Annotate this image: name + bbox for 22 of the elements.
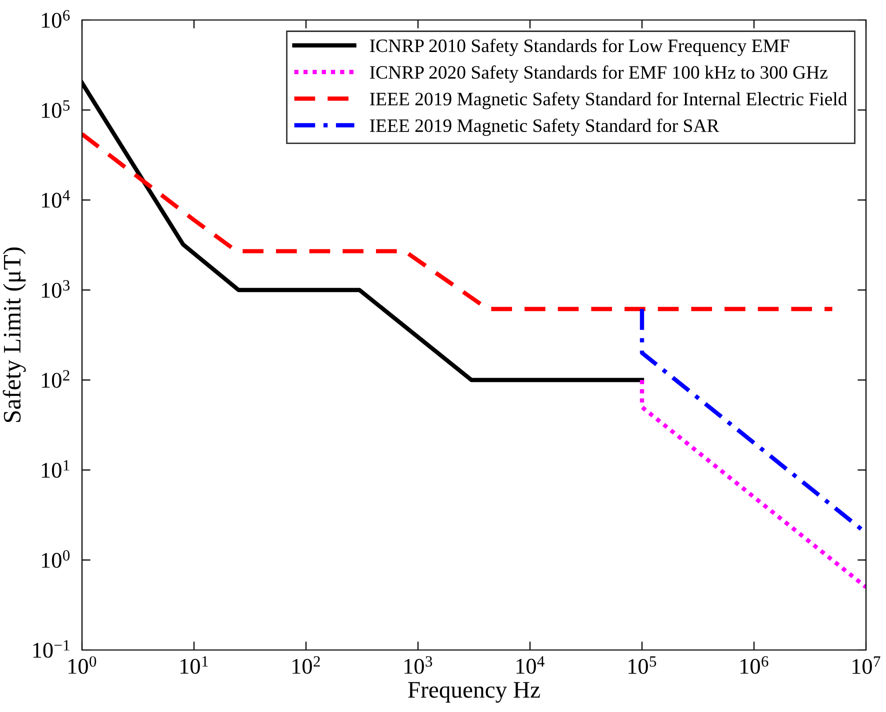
- x-tick-label: 10$^{6}$: [740, 656, 768, 674]
- y-tick-label: 10$^{3}$: [42, 280, 70, 298]
- y-tick-label: 10$^{1}$: [42, 460, 70, 478]
- legend-label: IEEE 2019 Magnetic Safety Standard for SAR: [370, 118, 720, 136]
- x-tick-label: 10$^{2}$: [292, 656, 320, 674]
- legend-label: ICNRP 2020 Safety Standards for EMF 100 kHz to 300 GHz: [370, 65, 828, 83]
- x-tick-label: 10$^{7}$: [852, 656, 880, 674]
- x-axis-title: Frequency Hz: [408, 682, 540, 703]
- x-tick-label: 10$^{1}$: [180, 656, 208, 674]
- legend-label: ICNRP 2010 Safety Standards for Low Frequency EMF: [370, 38, 790, 56]
- y-axis-title: Safety Limit (μT): [2, 247, 26, 422]
- y-tick-label: 10$^{−1}$: [33, 640, 70, 658]
- x-tick-label: 10$^{3}$: [404, 656, 432, 674]
- legend-label: IEEE 2019 Magnetic Safety Standard for Internal Electric Field: [370, 92, 848, 110]
- x-tick-label: 10$^{5}$: [628, 656, 656, 674]
- y-tick-label: 10$^{0}$: [42, 550, 70, 568]
- x-tick-label: 10$^{0}$: [68, 656, 96, 674]
- x-tick-label: 10$^{4}$: [516, 656, 544, 674]
- y-tick-label: 10$^{2}$: [42, 370, 70, 388]
- y-tick-label: 10$^{4}$: [42, 190, 70, 208]
- y-tick-label: 10$^{5}$: [42, 100, 70, 118]
- y-tick-label: 10$^{6}$: [42, 10, 70, 28]
